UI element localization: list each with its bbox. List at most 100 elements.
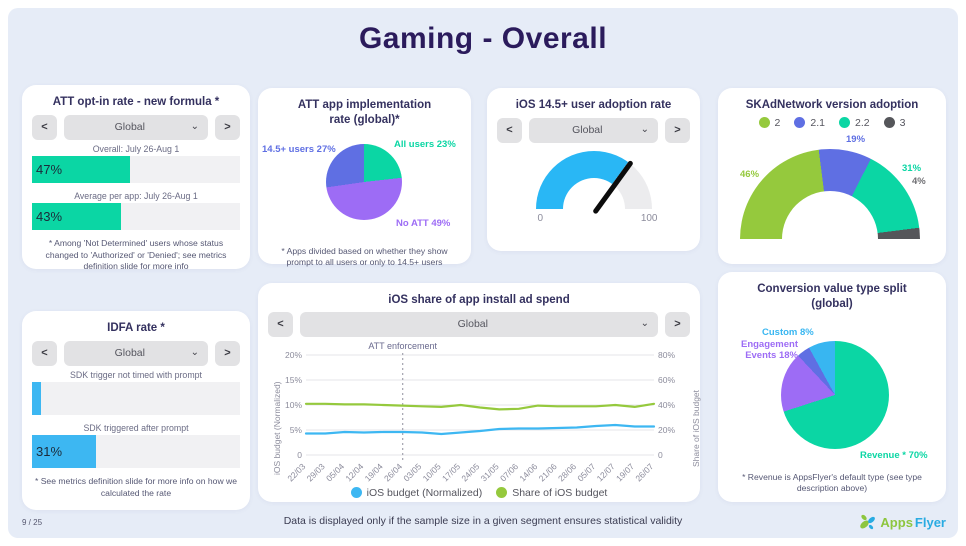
att-opt-in-card: ATT opt-in rate - new formula * < Global… (22, 85, 250, 271)
x-tick-label: 05/04 (324, 461, 346, 483)
card-footnote: * Among 'Not Determined' users whose sta… (45, 237, 227, 272)
right-tick-label: 60% (658, 375, 675, 385)
next-button[interactable]: > (215, 114, 240, 140)
prev-button[interactable]: < (497, 117, 522, 143)
logo-text-apps: Apps (880, 514, 913, 530)
region-dropdown[interactable]: Global ⌄ (529, 117, 658, 143)
pie-label-revenue: Revenue * 70% (860, 449, 928, 461)
prev-button[interactable]: < (32, 340, 57, 366)
bar-value: 31% (36, 443, 63, 459)
prev-button[interactable]: < (268, 311, 293, 337)
legend-item: 2.2 (839, 117, 870, 129)
ad-spend-controls: < Global ⌄ > (268, 311, 690, 337)
bar-label: Overall: July 26-Aug 1 (92, 143, 180, 154)
x-tick-label: 29/03 (305, 461, 327, 483)
region-dropdown[interactable]: Global ⌄ (300, 311, 658, 337)
adoption-rate-card: iOS 14.5+ user adoption rate < Global ⌄ … (487, 88, 700, 251)
ad-spend-chart: 20% 80% 15% 60% 10% 40% 5% 20% 0 0 ATT enforcement… (258, 339, 701, 487)
legend-dot-icon (794, 117, 806, 129)
card-title: ATT opt-in rate - new formula * (52, 96, 220, 108)
att-implementation-pie (326, 143, 402, 220)
skad-label-v2: 46% (740, 168, 760, 180)
att-implementation-card: ATT app implementation rate (global)* 14… (258, 88, 471, 267)
att-enforcement-label: ATT enforcement (368, 341, 437, 351)
x-tick-label: 10/05 (421, 461, 443, 483)
bar-group: Overall: July 26-Aug 1 47% (32, 144, 240, 183)
appsflyer-logo-icon (860, 514, 876, 530)
x-tick-label: 12/07 (595, 461, 617, 483)
skadnetwork-card: SKAdNetwork version adoption 2 2.1 2.2 3 46… (718, 88, 946, 264)
legend-label: 3 (899, 116, 906, 129)
ad-spend-line-chart: 20% 80% 15% 60% 10% 40% 5% 20% 0 0 ATT enforcement… (285, 341, 675, 483)
card-footnote: * See metrics definition slide for more … (34, 475, 238, 498)
chevron-down-icon: ⌄ (640, 318, 649, 330)
region-dropdown[interactable]: Global ⌄ (64, 340, 208, 366)
ad-spend-card: iOS share of app install ad spend < Glob… (258, 283, 701, 502)
right-axis-title: Share of iOS budget (691, 389, 701, 467)
card-title: SKAdNetwork version adoption (745, 99, 919, 111)
left-axis-title: iOS budget (Normalized) (272, 381, 282, 475)
skad-label-v22: 31% (902, 162, 922, 174)
page-title: Gaming - Overall (358, 22, 608, 55)
legend-item: 3 (883, 116, 906, 129)
next-button[interactable]: > (665, 117, 690, 143)
x-tick-label: 28/06 (556, 461, 578, 483)
bar-group: SDK triggered after prompt 31% (32, 423, 240, 468)
prev-button[interactable]: < (32, 114, 57, 140)
legend-dot-icon (350, 487, 362, 499)
x-tick-label: 19/04 (363, 461, 385, 483)
conversion-split-card: Conversion value type split (global) Cus… (718, 272, 946, 502)
x-tick-label: 24/05 (459, 461, 481, 483)
att-implementation-chart: 14.5+ users 27% All users 23% No ATT 49% (258, 132, 471, 242)
skadnetwork-legend: 2 2.1 2.2 3 (718, 117, 946, 129)
legend-label: iOS budget (Normalized) (366, 486, 483, 499)
skadnetwork-chart: 46% 19% 31% 4% (718, 131, 946, 251)
bar-label: SDK triggered after prompt (83, 422, 189, 433)
bar-value: 43% (36, 208, 63, 224)
bar-fill (32, 381, 42, 415)
adoption-gauge: 0 100 (535, 150, 658, 224)
card-footnote: * Apps divided based on whether they sho… (281, 245, 448, 268)
legend-label: 2.2 (855, 116, 870, 129)
skad-label-v21: 19% (846, 133, 866, 145)
region-dropdown[interactable]: Global ⌄ (64, 114, 208, 140)
card-title: Conversion value type split (global) (757, 283, 907, 310)
legend-label: 2.1 (810, 116, 825, 129)
legend-dot-icon (496, 487, 508, 499)
card-title: iOS share of app install ad spend (388, 294, 570, 306)
card-footnote: * Revenue is AppsFlyer's default type (s… (742, 471, 922, 494)
series-line (304, 402, 656, 411)
pie-label-145-users: 14.5+ users 27% (262, 143, 336, 155)
bar-label: SDK trigger not timed with prompt (69, 369, 202, 380)
bar-fill: 47% (32, 155, 130, 183)
gauge-arc (535, 150, 652, 209)
bar-fill: 31% (32, 434, 97, 468)
adoption-controls: < Global ⌄ > (497, 117, 690, 143)
chevron-down-icon: ⌄ (640, 124, 649, 136)
att-opt-in-bars: Overall: July 26-Aug 1 47% Average per app… (22, 144, 250, 230)
legend-dot-icon (883, 117, 895, 129)
next-button[interactable]: > (215, 340, 240, 366)
logo-text-flyer: Flyer (914, 514, 946, 530)
footer-note: Data is displayed only if the sample siz… (283, 515, 683, 527)
dropdown-value: Global (114, 121, 145, 134)
dropdown-value: Global (114, 347, 145, 360)
legend-item: 2.1 (794, 117, 825, 129)
chevron-down-icon: ⌄ (190, 121, 199, 133)
bar-track: 43% (32, 202, 240, 230)
bar-group: Average per app: July 26-Aug 1 43% (32, 191, 240, 230)
left-tick-label: 20% (285, 350, 302, 360)
bar-track: 31% (32, 434, 240, 468)
x-tick-label: 26/04 (382, 461, 404, 483)
x-tick-label: 21/06 (537, 461, 559, 483)
x-tick-label: 12/04 (343, 461, 365, 483)
legend-dot-icon (758, 117, 770, 129)
x-tick-label: 17/05 (440, 461, 462, 483)
pie-label-custom: Custom 8% (762, 326, 814, 338)
skadnetwork-donut (740, 148, 920, 239)
card-title: ATT app implementation rate (global)* (297, 99, 432, 126)
x-tick-label: 19/07 (614, 461, 636, 483)
next-button[interactable]: > (665, 311, 690, 337)
chevron-down-icon: ⌄ (190, 347, 199, 359)
card-title: iOS 14.5+ user adoption rate (515, 99, 672, 111)
